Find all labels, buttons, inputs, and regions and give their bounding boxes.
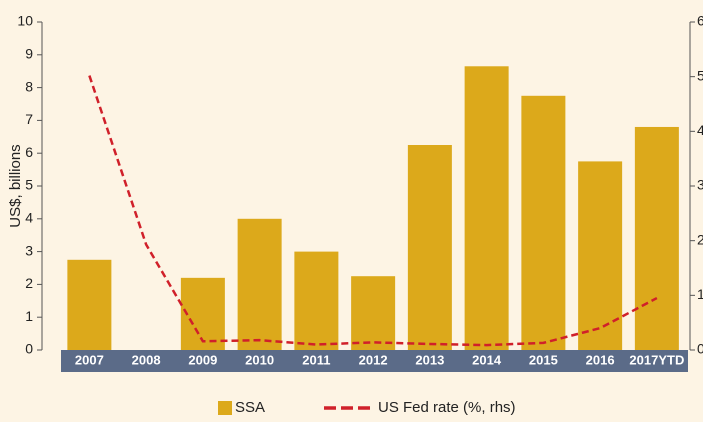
- bar: [521, 95, 566, 350]
- y2-tick-label: 2: [697, 231, 703, 247]
- x-tick-label: 2012: [359, 352, 388, 367]
- y2-tick-label: 6: [697, 13, 703, 29]
- x-tick-label: 2007: [75, 352, 104, 367]
- legend-label: SSA: [235, 399, 265, 416]
- y-tick-label: 9: [25, 46, 33, 62]
- y2-tick-label: 5: [697, 67, 703, 83]
- x-tick-label: 2017YTD: [629, 352, 684, 367]
- x-tick-label: 2016: [586, 352, 615, 367]
- y-tick-label: 3: [25, 242, 33, 258]
- legend-swatch: [218, 401, 232, 415]
- y2-tick-label: 1: [697, 286, 703, 302]
- x-tick-label: 2011: [302, 352, 330, 367]
- x-tick-label: 2008: [132, 352, 161, 367]
- x-tick-label: 2014: [472, 352, 502, 367]
- y2-tick-label: 0: [697, 341, 703, 357]
- bar: [294, 251, 339, 350]
- y-tick-label: 4: [25, 210, 33, 226]
- y-tick-label: 6: [25, 144, 33, 160]
- bar: [407, 145, 452, 350]
- y-axis-label: US$, billions: [7, 144, 24, 227]
- bar: [464, 66, 509, 350]
- y-tick-label: 1: [25, 308, 33, 324]
- y-tick-label: 2: [25, 275, 33, 291]
- bar: [67, 259, 112, 350]
- bar: [634, 126, 679, 351]
- bar: [237, 218, 282, 350]
- y-tick-label: 10: [17, 13, 33, 29]
- bar: [578, 161, 623, 350]
- x-tick-label: 2010: [245, 352, 274, 367]
- bar: [351, 276, 396, 350]
- y-tick-label: 7: [25, 111, 33, 127]
- y-tick-label: 8: [25, 78, 33, 94]
- x-tick-label: 2015: [529, 352, 558, 367]
- y-tick-label: 5: [25, 177, 33, 193]
- x-tick-label: 2009: [188, 352, 217, 367]
- legend-label: US Fed rate (%, rhs): [378, 399, 516, 416]
- line: [88, 75, 658, 347]
- x-tick-label: 2013: [415, 352, 444, 367]
- y-tick-label: 0: [25, 341, 33, 357]
- category-band: [61, 350, 688, 372]
- y2-tick-label: 3: [697, 177, 703, 193]
- y2-tick-label: 4: [697, 122, 703, 138]
